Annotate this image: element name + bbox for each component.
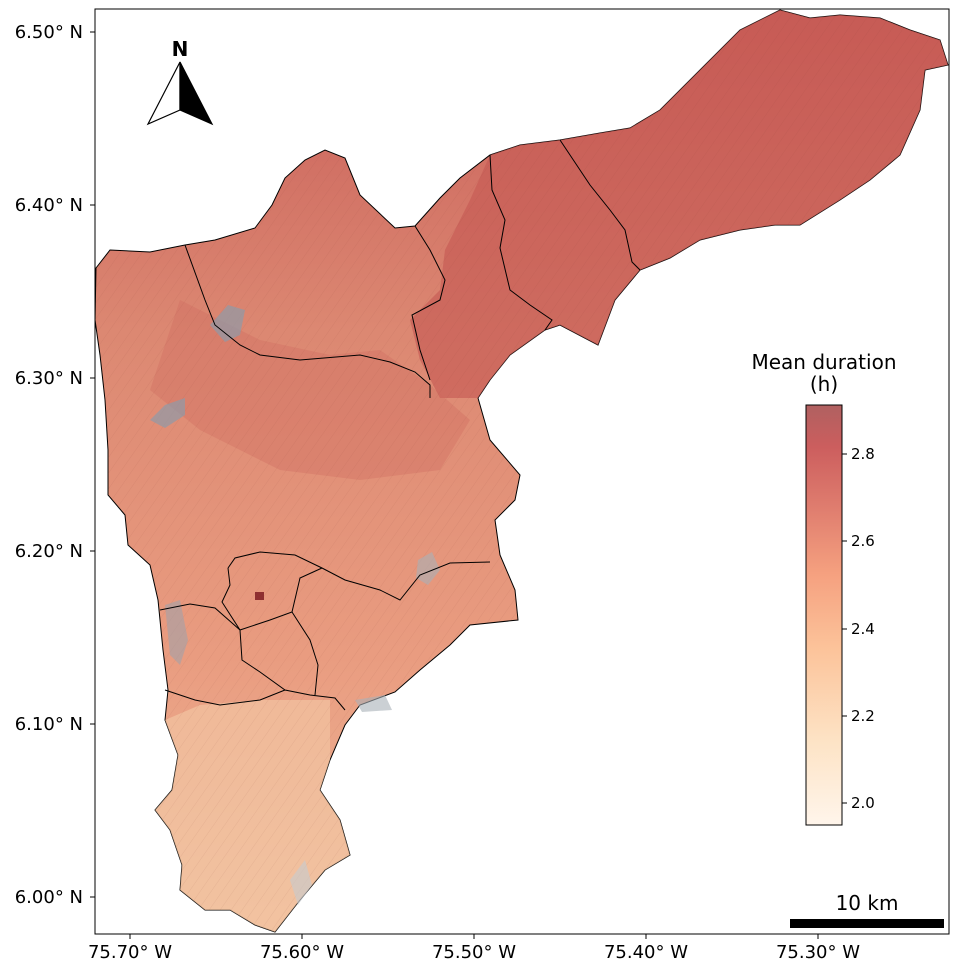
x-tick-label: 75.70° W	[88, 942, 172, 963]
colorbar-tick-label: 2.2	[851, 707, 875, 725]
y-tick-label: 6.50° N	[15, 22, 83, 43]
urban-patch	[290, 860, 312, 905]
colorbar	[805, 404, 843, 826]
boundary-line	[164, 689, 286, 706]
scale-bar-rect	[790, 919, 944, 928]
north-arrow: N	[146, 37, 214, 126]
axis-ticks	[90, 31, 819, 939]
y-axis-labels: 6.50° N 6.40° N 6.30° N 6.20° N 6.10° N …	[15, 22, 83, 908]
urban-patch	[210, 305, 245, 342]
urban-patch	[355, 695, 392, 712]
boundary-line	[291, 611, 319, 696]
x-axis-labels: 75.70° W 75.60° W 75.50° W 75.40° W 75.3…	[88, 942, 860, 963]
y-tick-label: 6.30° N	[15, 368, 83, 389]
sub-basin-boundaries	[159, 139, 641, 711]
boundary-line	[184, 244, 431, 398]
relief-texture	[95, 10, 948, 932]
north-arrow-right-icon	[179, 61, 214, 126]
legend-title-line1: Mean duration	[751, 350, 896, 374]
x-tick-label: 75.60° W	[260, 942, 344, 963]
legend: Mean duration (h) 2.8 2.6 2.4 2.2 2.0	[751, 350, 897, 826]
urban-patch	[165, 600, 188, 665]
colorbar-tick-label: 2.0	[851, 794, 875, 812]
x-tick-label: 75.30° W	[776, 942, 860, 963]
colorbar-tick-label: 2.6	[851, 532, 875, 550]
y-tick-label: 6.10° N	[15, 714, 83, 735]
boundary-line	[227, 551, 491, 601]
scale-bar: 10 km	[790, 891, 944, 928]
scale-bar-label: 10 km	[836, 891, 899, 915]
boundary-line	[489, 154, 553, 331]
urban-patch	[416, 552, 440, 585]
x-tick-label: 75.40° W	[604, 942, 688, 963]
watershed	[94, 9, 949, 933]
y-tick-label: 6.20° N	[15, 541, 83, 562]
urban-patch	[150, 398, 185, 428]
y-tick-label: 6.00° N	[15, 887, 83, 908]
boundary-line	[559, 139, 641, 271]
colorbar-tick-label: 2.4	[851, 620, 875, 638]
boundary-line	[411, 225, 446, 381]
legend-title-line2: (h)	[810, 372, 838, 396]
highlight-cell	[255, 592, 264, 600]
y-tick-label: 6.40° N	[15, 195, 83, 216]
north-arrow-label: N	[172, 37, 189, 61]
x-tick-label: 75.50° W	[432, 942, 516, 963]
colorbar-tick-label: 2.8	[851, 445, 875, 463]
boundary-line	[221, 567, 323, 631]
boundary-line	[159, 603, 346, 711]
